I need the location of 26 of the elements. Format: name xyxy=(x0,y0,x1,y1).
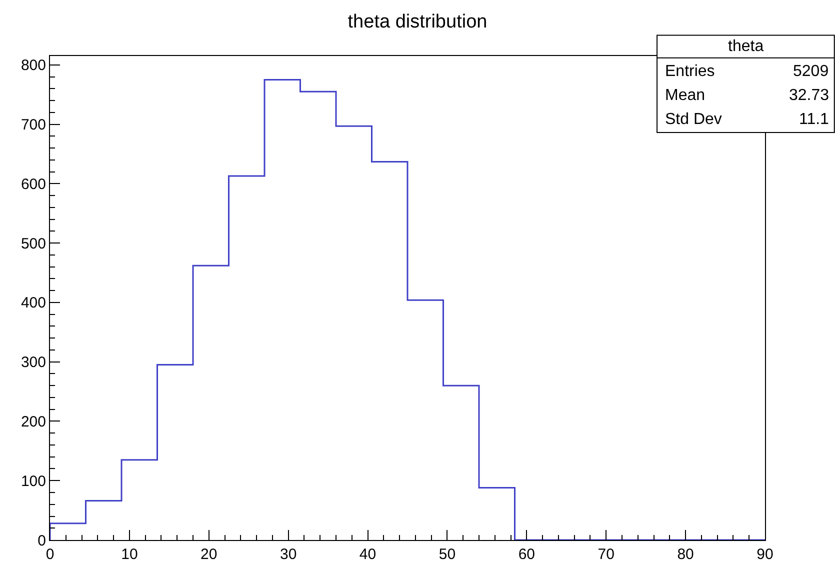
y-tick-label: 800 xyxy=(20,57,46,74)
y-tick-label: 700 xyxy=(20,116,46,134)
text: 5209 xyxy=(793,63,829,80)
x-tick-label: 20 xyxy=(200,546,218,563)
x-tick-label: 40 xyxy=(359,546,376,563)
text: 32.73 xyxy=(789,87,830,104)
y-tick-label: 200 xyxy=(20,413,46,430)
x-tick-label: 10 xyxy=(121,546,138,563)
x-tick-label: 50 xyxy=(438,546,456,563)
x-tick-label: 90 xyxy=(756,546,774,563)
annotation: Entries xyxy=(665,63,715,80)
annotation: Std Dev xyxy=(665,111,722,128)
y-tick-label: 100 xyxy=(20,472,46,490)
y-tick-label: 0 xyxy=(38,532,46,550)
y-tick-label: 600 xyxy=(20,176,46,193)
text: theta xyxy=(728,38,764,55)
x-tick-label: 80 xyxy=(677,546,694,563)
y-tick-label: 400 xyxy=(20,294,46,312)
annotation: Mean xyxy=(665,87,706,104)
x-tick-label: 60 xyxy=(518,546,536,563)
chart-title: theta distribution xyxy=(348,12,488,33)
x-tick-label: 30 xyxy=(280,546,297,563)
text: 11.1 xyxy=(799,111,830,128)
y-tick-label: 300 xyxy=(20,354,46,372)
x-tick-label: 70 xyxy=(598,546,614,563)
y-tick-label: 500 xyxy=(20,235,46,252)
